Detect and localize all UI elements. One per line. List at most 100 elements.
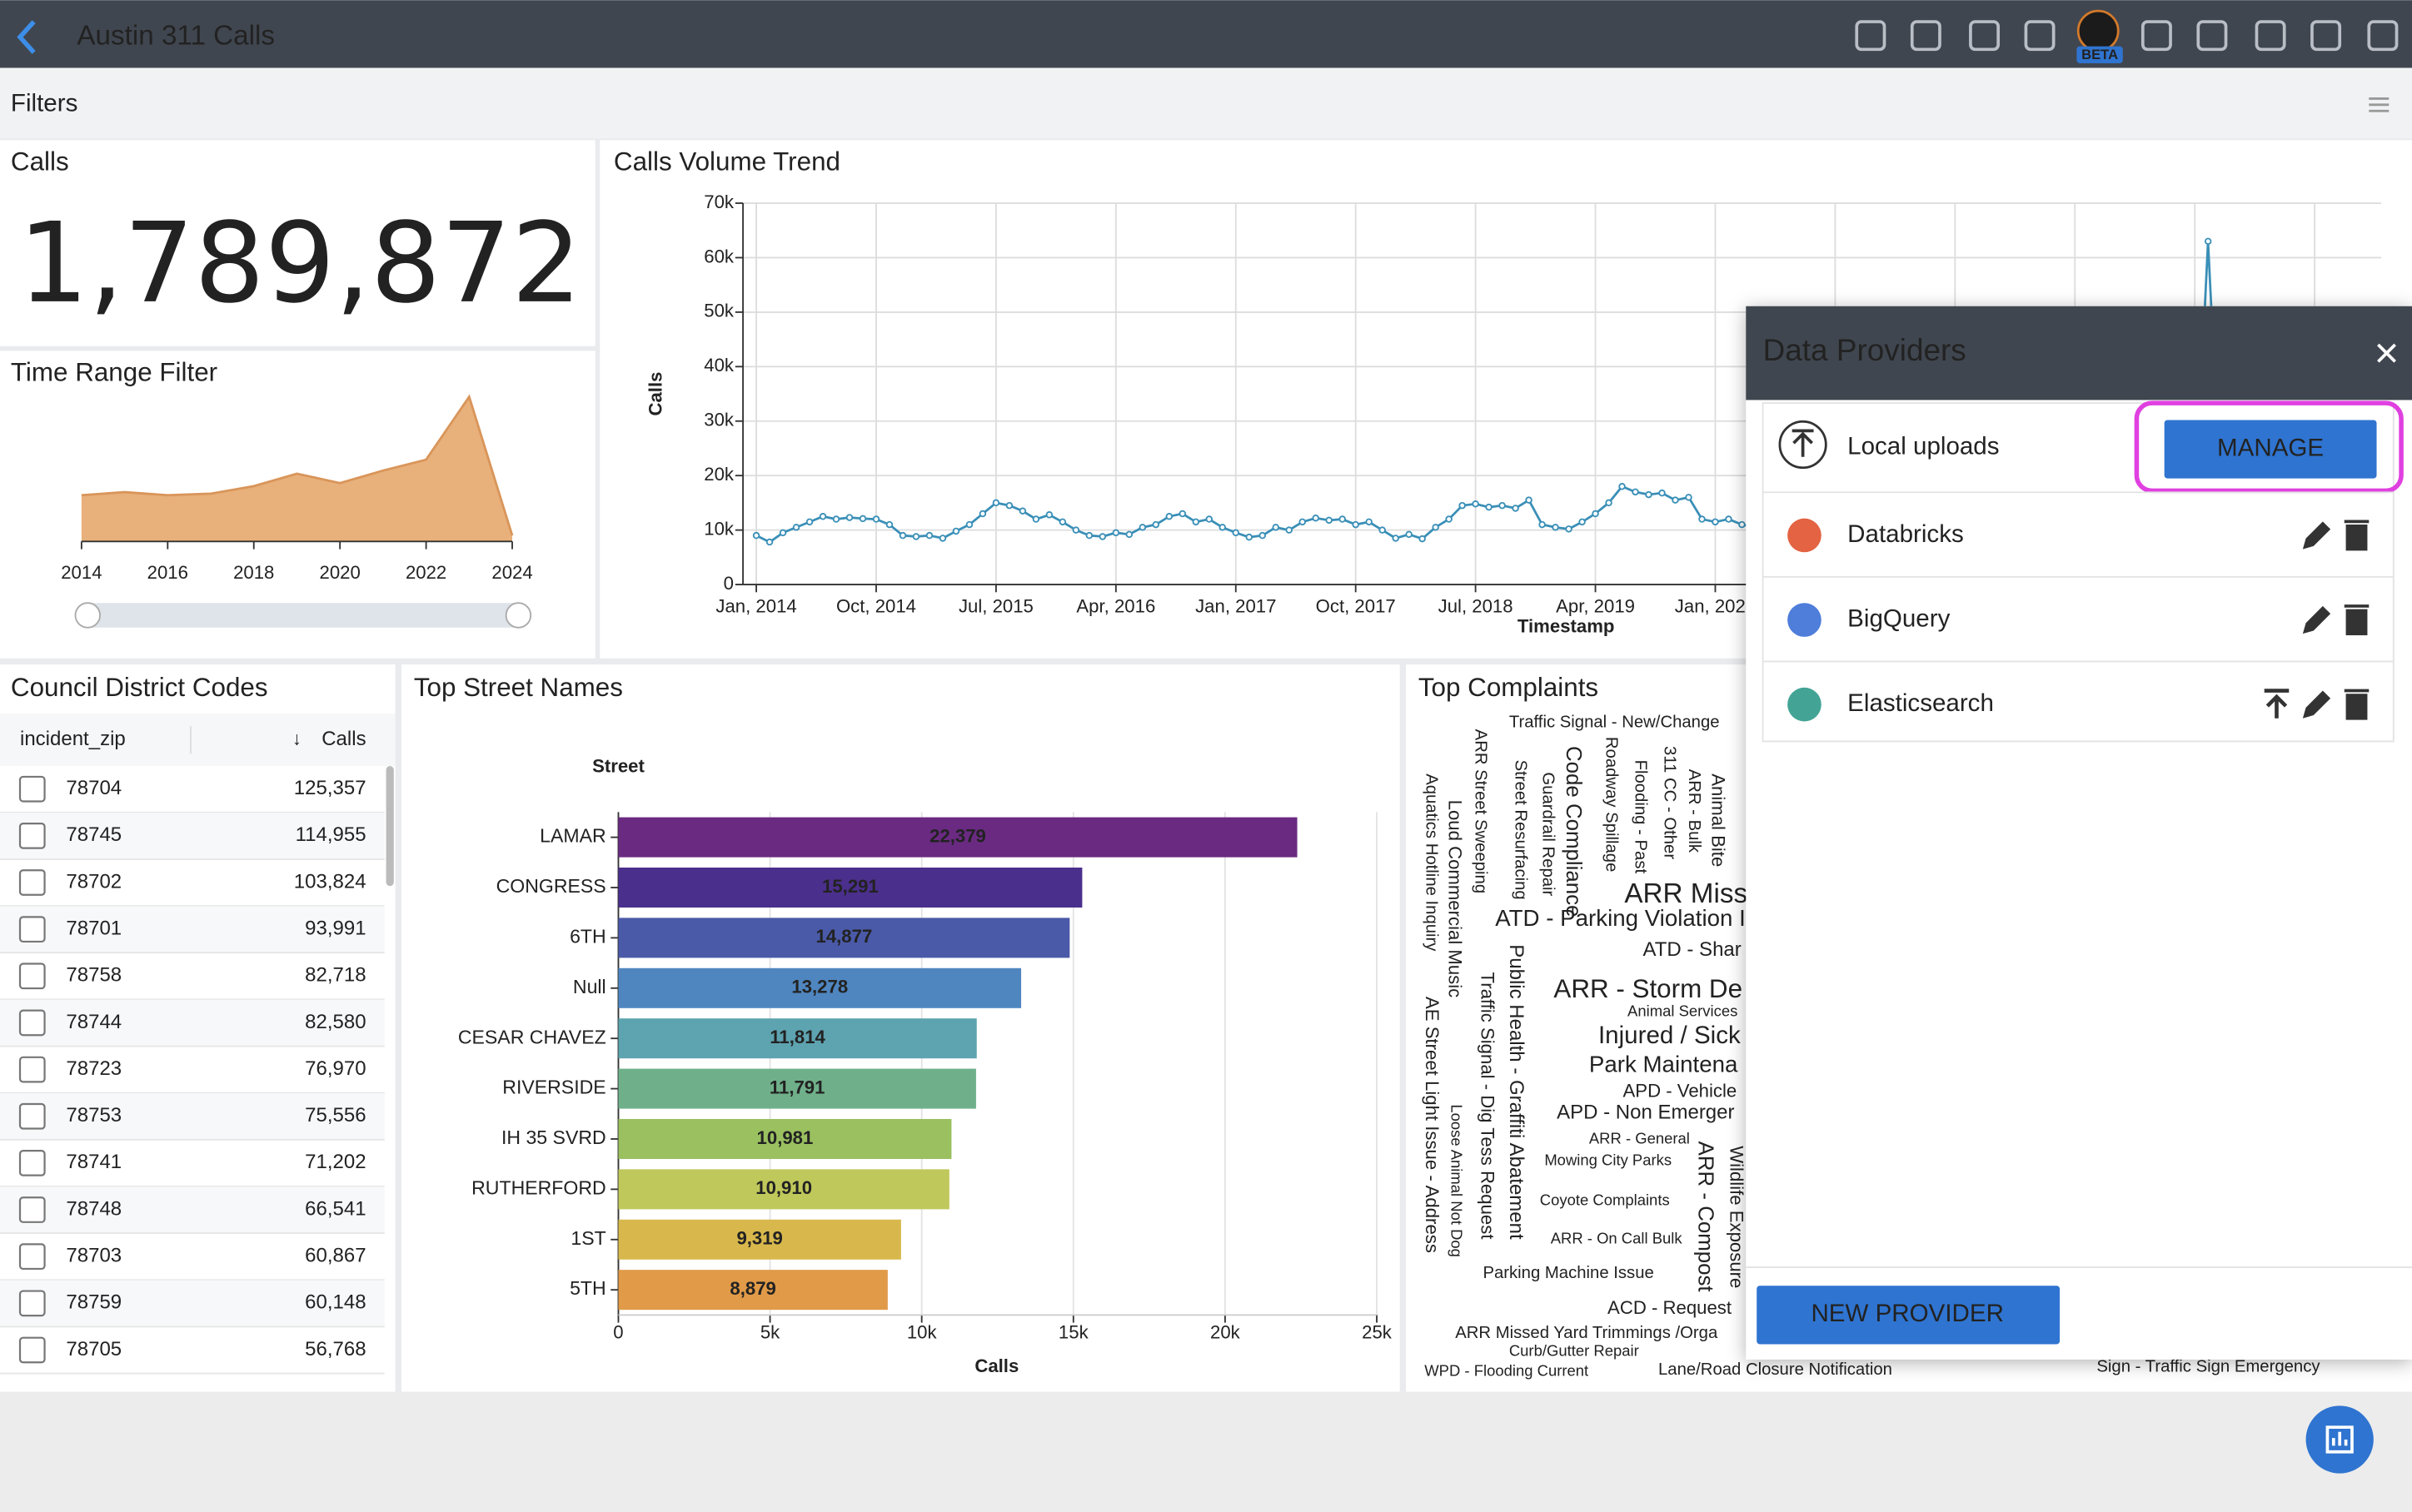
manage-button-label: MANAGE [2217,434,2324,461]
x-tick-label: 2020 [320,562,361,583]
new-provider-button[interactable] [1757,1286,2061,1345]
table-cell: 114,955 [296,823,366,846]
trend-point [1605,499,1612,507]
x-tick-label: Apr, 2019 [1556,596,1635,617]
table-cell: 78741 [66,1151,122,1173]
bar [618,1270,888,1311]
x-tick-label: 2014 [61,562,102,583]
word: Curb/Gutter Repair [1509,1342,1639,1360]
edit-icon[interactable] [2302,690,2331,719]
trend-point [1059,518,1067,526]
avatar[interactable] [2076,9,2120,52]
row-checkbox[interactable] [18,1290,46,1317]
table-cell: 103,824 [294,870,366,893]
toolbar-icon[interactable] [2196,20,2228,52]
word: Roadway Spillage [1602,737,1620,872]
kpi-panel [0,140,596,346]
row-checkbox[interactable] [18,1009,46,1037]
word: Injured / Sick [1598,1022,1741,1049]
bar [618,1169,949,1210]
toolbar-icon[interactable] [1969,20,2001,52]
scrollbar[interactable] [386,766,394,887]
trend-point [992,499,1000,507]
x-tick-label: 5k [760,1321,780,1342]
trend-point [872,515,880,523]
row-checkbox[interactable] [18,822,46,849]
trend-point [1658,489,1666,497]
toolbar-icon[interactable] [2310,20,2342,52]
row-checkbox[interactable] [18,1336,46,1364]
row-checkbox[interactable] [18,1243,46,1271]
trend-point [1285,526,1293,534]
trend-point [952,527,960,535]
trend-point [1432,524,1439,531]
x-tick-label: 0 [613,1321,623,1342]
trend-point [1045,511,1054,519]
toolbar-icon[interactable] [1910,20,1941,52]
edit-icon[interactable] [2302,521,2331,550]
close-button[interactable] [2377,343,2396,363]
table-cell: 78702 [66,870,122,893]
delete-icon[interactable] [2344,520,2370,551]
menu-icon[interactable] [2369,97,2390,112]
y-tick-label: 5TH [570,1277,606,1299]
provider-icon [1787,603,1821,637]
upload-icon[interactable] [2264,689,2290,719]
bar-value-label: 10,981 [757,1127,814,1148]
word: ARR Street Sweeping [1471,729,1489,893]
row-checkbox[interactable] [18,962,46,990]
panel-header [1746,306,2412,400]
table-cell: 82,580 [305,1011,366,1033]
trend-point [752,531,760,540]
bar [618,1018,977,1059]
table-header [0,714,396,767]
trend-point [1698,515,1706,523]
table-cell: 78723 [66,1057,122,1080]
word: ARR Miss [1624,878,1747,909]
trend-point [925,531,934,540]
range-slider-handle[interactable] [74,602,101,629]
range-slider-handle[interactable] [505,602,532,629]
trend-point [1085,531,1094,540]
row-checkbox[interactable] [18,775,46,803]
delete-icon[interactable] [2344,604,2370,636]
trend-point [845,514,854,521]
y-tick-label: 20k [704,464,735,485]
toolbar-icon[interactable] [2024,20,2056,52]
trend-point [1112,529,1120,537]
toolbar-icon[interactable] [2367,20,2399,52]
word: Street Resurfacing [1511,760,1529,900]
row-checkbox[interactable] [18,1056,46,1083]
y-tick-label: 1ST [571,1227,605,1249]
edit-icon[interactable] [2302,605,2331,634]
toolbar-icon[interactable] [1855,20,1886,52]
manage-button[interactable] [2164,420,2377,479]
x-tick-label: Oct, 2014 [836,596,916,617]
toolbar-icon[interactable] [2255,20,2286,52]
row-checkbox[interactable] [18,1102,46,1130]
word: ARR - Compost [1694,1141,1717,1292]
word: Code Compliance [1562,746,1585,917]
provider-name: Databricks [1847,520,1964,548]
word: Guardrail Repair [1539,772,1557,896]
provider-icon [1787,687,1821,722]
word: Mowing City Parks [1544,1151,1672,1169]
toolbar-icon[interactable] [2140,20,2172,52]
row-checkbox[interactable] [18,1150,46,1176]
row-checkbox[interactable] [18,1196,46,1223]
table-cell: 60,867 [305,1245,366,1267]
bar-value-label: 9,319 [736,1228,782,1249]
x-tick-label: 2024 [491,562,532,583]
row-checkbox[interactable] [18,869,46,896]
y-tick-label: 70k [704,191,735,212]
bar-value-label: 11,814 [770,1027,825,1047]
word: ACD - Request [1607,1297,1732,1318]
table-cell: 82,718 [305,964,366,987]
back-button[interactable] [17,20,36,54]
row-checkbox[interactable] [18,916,46,943]
bar [618,1118,952,1159]
trend-point [1019,507,1027,515]
delete-icon[interactable] [2344,689,2370,720]
